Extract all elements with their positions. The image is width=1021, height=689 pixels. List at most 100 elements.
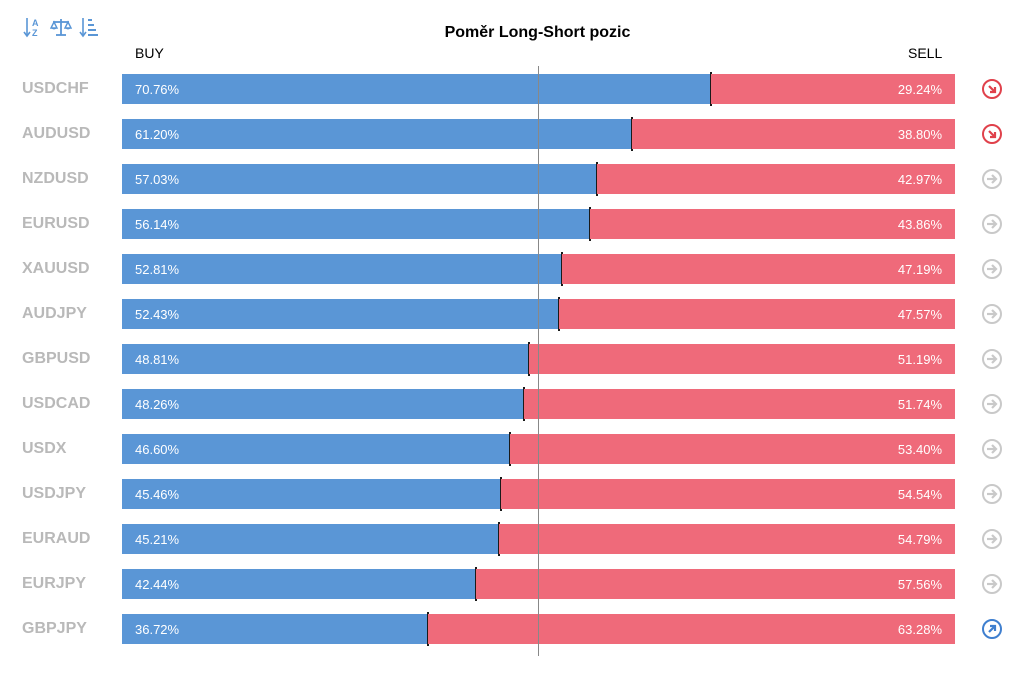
buy-bar: 70.76% <box>122 72 713 106</box>
buy-percent-label: 48.81% <box>135 352 180 367</box>
trend-up-icon[interactable] <box>981 618 1003 640</box>
sell-bar: 29.24% <box>711 74 955 104</box>
symbol-label[interactable]: NZDUSD <box>22 170 89 187</box>
ratio-bar: 70.76% 29.24% <box>122 72 955 106</box>
sell-percent-label: 47.19% <box>897 262 942 277</box>
symbol-label[interactable]: GBPUSD <box>22 350 91 367</box>
chart-row: GBPJPY 36.72% 63.28% <box>0 612 1021 646</box>
buy-percent-label: 42.44% <box>135 577 180 592</box>
sell-header: SELL <box>908 45 943 61</box>
buy-percent-label: 45.46% <box>135 487 180 502</box>
sell-percent-label: 38.80% <box>897 127 942 142</box>
symbol-label[interactable]: USDCHF <box>22 80 89 97</box>
sell-bar: 63.28% <box>427 614 955 644</box>
sort-amount-icon[interactable] <box>78 15 100 39</box>
buy-bar: 42.44% <box>122 567 477 601</box>
sell-percent-label: 51.74% <box>897 397 942 412</box>
sell-percent-label: 29.24% <box>897 82 942 97</box>
buy-percent-label: 52.43% <box>135 307 180 322</box>
center-line <box>538 66 539 656</box>
symbol-label[interactable]: USDCAD <box>22 395 91 412</box>
sell-percent-label: 53.40% <box>897 442 942 457</box>
trend-neutral-icon[interactable] <box>981 258 1003 280</box>
buy-percent-label: 57.03% <box>135 172 180 187</box>
buy-bar: 61.20% <box>122 117 633 151</box>
buy-percent-label: 48.26% <box>135 397 180 412</box>
chart-row: AUDJPY 52.43% 47.57% <box>0 297 1021 331</box>
trend-neutral-icon[interactable] <box>981 393 1003 415</box>
trend-neutral-icon[interactable] <box>981 438 1003 460</box>
buy-bar: 56.14% <box>122 207 591 241</box>
sell-bar: 42.97% <box>597 164 955 194</box>
ratio-bar: 46.60% 53.40% <box>122 432 955 466</box>
buy-bar: 52.81% <box>122 252 563 286</box>
buy-bar: 36.72% <box>122 612 429 646</box>
chart-row: USDCAD 48.26% 51.74% <box>0 387 1021 421</box>
chart-row: USDJPY 45.46% 54.54% <box>0 477 1021 511</box>
chart-row: USDCHF 70.76% 29.24% <box>0 72 1021 106</box>
trend-down-icon[interactable] <box>981 78 1003 100</box>
sell-percent-label: 42.97% <box>897 172 942 187</box>
sell-percent-label: 51.19% <box>897 352 942 367</box>
balance-scale-icon[interactable] <box>50 15 72 39</box>
chart-row: USDX 46.60% 53.40% <box>0 432 1021 466</box>
buy-bar: 46.60% <box>122 432 512 466</box>
symbol-label[interactable]: EURJPY <box>22 575 87 592</box>
sell-percent-label: 63.28% <box>897 622 942 637</box>
symbol-label[interactable]: EURAUD <box>22 530 91 547</box>
trend-neutral-icon[interactable] <box>981 483 1003 505</box>
sort-alpha-icon[interactable]: A Z <box>22 15 44 39</box>
trend-neutral-icon[interactable] <box>981 528 1003 550</box>
chart-row: GBPUSD 48.81% 51.19% <box>0 342 1021 376</box>
trend-down-icon[interactable] <box>981 123 1003 145</box>
sell-bar: 47.57% <box>558 299 955 329</box>
chart-row: NZDUSD 57.03% 42.97% <box>0 162 1021 196</box>
sell-bar: 47.19% <box>561 254 955 284</box>
buy-bar: 48.26% <box>122 387 525 421</box>
chart-row: EURAUD 45.21% 54.79% <box>0 522 1021 556</box>
ratio-bar: 48.81% 51.19% <box>122 342 955 376</box>
svg-text:Z: Z <box>32 28 38 38</box>
buy-percent-label: 52.81% <box>135 262 180 277</box>
symbol-label[interactable]: AUDJPY <box>22 305 87 322</box>
chart-row: EURJPY 42.44% 57.56% <box>0 567 1021 601</box>
ratio-bar: 45.46% 54.54% <box>122 477 955 511</box>
chart-row: AUDUSD 61.20% 38.80% <box>0 117 1021 151</box>
sell-bar: 51.19% <box>528 344 955 374</box>
sell-bar: 54.79% <box>498 524 955 554</box>
sell-bar: 38.80% <box>631 119 955 149</box>
ratio-bar: 61.20% 38.80% <box>122 117 955 151</box>
sell-bar: 54.54% <box>500 479 955 509</box>
symbol-label[interactable]: EURUSD <box>22 215 90 232</box>
sell-percent-label: 43.86% <box>897 217 942 232</box>
symbol-label[interactable]: USDJPY <box>22 485 87 502</box>
trend-neutral-icon[interactable] <box>981 213 1003 235</box>
sell-percent-label: 54.54% <box>897 487 942 502</box>
sell-bar: 43.86% <box>589 209 955 239</box>
ratio-bar: 52.81% 47.19% <box>122 252 955 286</box>
ratio-bar: 52.43% 47.57% <box>122 297 955 331</box>
buy-bar: 52.43% <box>122 297 560 331</box>
buy-percent-label: 36.72% <box>135 622 180 637</box>
symbol-label[interactable]: AUDUSD <box>22 125 91 142</box>
sell-bar: 53.40% <box>510 434 955 464</box>
buy-bar: 57.03% <box>122 162 599 196</box>
symbol-label[interactable]: XAUUSD <box>22 260 90 277</box>
symbol-label[interactable]: USDX <box>22 440 67 457</box>
sell-percent-label: 54.79% <box>897 532 942 547</box>
buy-bar: 45.46% <box>122 477 502 511</box>
chart-title: Poměr Long-Short pozic <box>444 24 631 41</box>
trend-neutral-icon[interactable] <box>981 303 1003 325</box>
buy-bar: 48.81% <box>122 342 530 376</box>
toolbar: A Z <box>22 15 100 39</box>
buy-percent-label: 61.20% <box>135 127 180 142</box>
svg-text:A: A <box>32 18 39 28</box>
buy-percent-label: 46.60% <box>135 442 180 457</box>
ratio-bar: 36.72% 63.28% <box>122 612 955 646</box>
trend-neutral-icon[interactable] <box>981 168 1003 190</box>
trend-neutral-icon[interactable] <box>981 348 1003 370</box>
buy-header: BUY <box>135 45 164 61</box>
sell-percent-label: 57.56% <box>897 577 942 592</box>
symbol-label[interactable]: GBPJPY <box>22 620 87 637</box>
trend-neutral-icon[interactable] <box>981 573 1003 595</box>
